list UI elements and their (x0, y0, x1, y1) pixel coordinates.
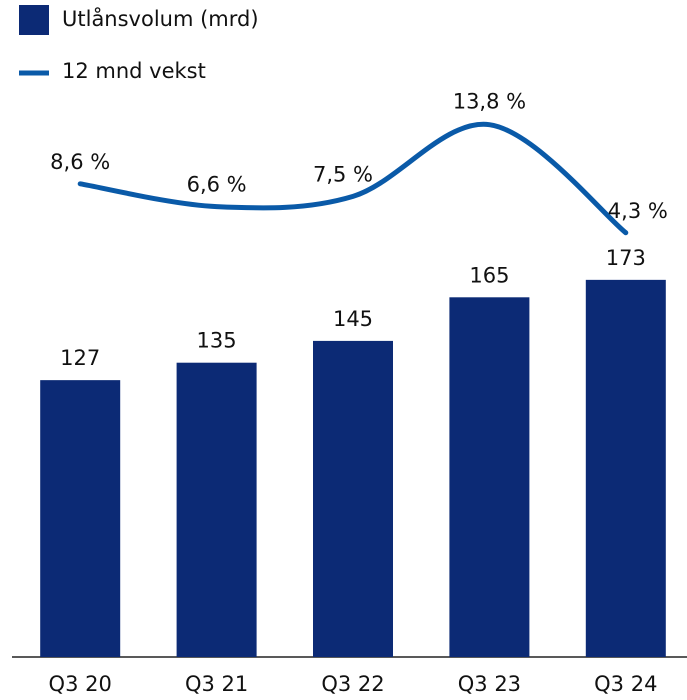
bar (40, 380, 121, 657)
x-tick-label: Q3 20 (49, 672, 112, 696)
bar (313, 340, 393, 657)
bar (449, 297, 530, 657)
data-label: 7,5 % (313, 162, 373, 186)
x-tick-label: Q3 21 (185, 672, 248, 696)
legend-label: Utlånsvolum (mrd) (62, 6, 259, 31)
x-tick-label: Q3 24 (594, 672, 657, 696)
data-label: 13,8 % (453, 90, 526, 114)
data-label: 4,3 % (608, 199, 668, 223)
data-label: 6,6 % (187, 173, 247, 197)
data-label: 165 (469, 263, 509, 287)
data-label: 145 (333, 307, 373, 331)
line (77, 121, 629, 236)
x-tick-label: Q3 22 (321, 672, 384, 696)
x-tick-label: Q3 23 (458, 672, 521, 696)
data-label: 135 (197, 329, 237, 353)
data-label: 8,6 % (50, 150, 110, 174)
bar (585, 279, 666, 657)
bar (176, 362, 257, 657)
data-label: 173 (606, 246, 646, 270)
legend-swatch (19, 5, 49, 35)
legend-label: 12 mnd vekst (62, 59, 206, 83)
data-label: 127 (60, 346, 100, 370)
